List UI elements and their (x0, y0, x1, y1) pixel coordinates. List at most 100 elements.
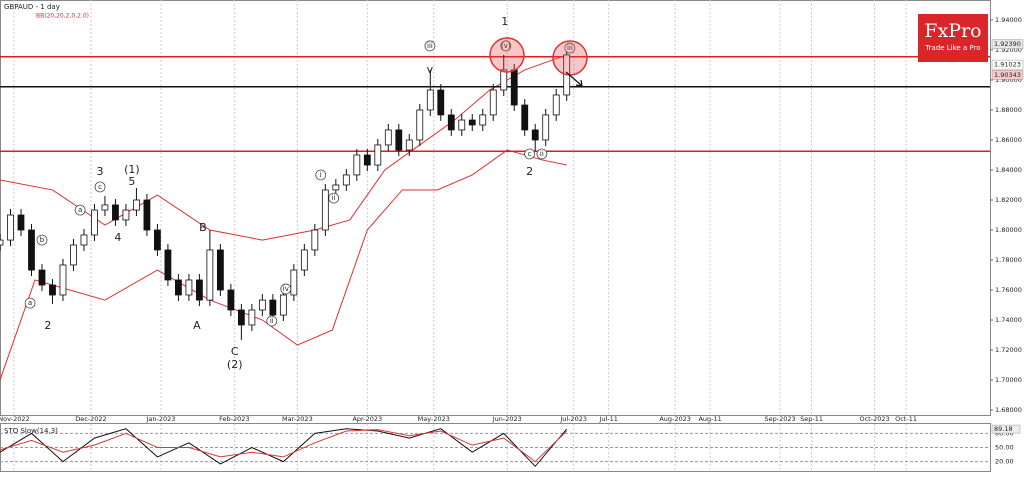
x-tick-label: Aug-2023 (659, 415, 691, 423)
candle-body (91, 209, 98, 236)
candle-body (321, 189, 329, 231)
x-tick-label: Feb-2023 (219, 415, 249, 423)
candle-body (500, 69, 508, 91)
candle-body (164, 249, 172, 281)
candle-body (395, 129, 403, 151)
candle-body (300, 249, 308, 271)
y-tick-label: 1.90000 (995, 76, 1022, 84)
y-tick-label: 1.70000 (995, 376, 1022, 384)
candle-body (489, 89, 497, 116)
candle-body (237, 309, 245, 326)
candle-body (195, 279, 203, 301)
logo-tagline: Trade Like a Pro (924, 44, 980, 52)
annotation-circle (536, 148, 548, 160)
price-tag (991, 59, 1024, 70)
annotation: c (98, 183, 102, 191)
sto-label: STO Slow(14,3) (4, 427, 58, 435)
annotation: iii (427, 42, 433, 50)
x-tick-label: Aug-11 (698, 415, 721, 423)
price-tag (991, 39, 1024, 49)
candle-body (531, 129, 539, 141)
candle-body (384, 129, 392, 146)
logo: FxPro Trade Like a Pro (918, 14, 988, 62)
candle-body (416, 109, 424, 141)
x-tick-label: Sep-11 (800, 415, 823, 423)
price-tag-label: 1.91023 (994, 61, 1021, 69)
annotation: A (193, 319, 201, 332)
annotation: 2 (526, 165, 533, 178)
y-tick-label: 1.82000 (995, 196, 1022, 204)
annotation: 4 (114, 231, 121, 244)
x-tick-label: Jun-2023 (492, 415, 522, 423)
annotation: iii (567, 44, 573, 52)
logo-bg (918, 14, 988, 62)
sto-line (0, 428, 568, 468)
bollinger-band (0, 149, 567, 381)
x-tick-label: Mar-2023 (282, 415, 313, 423)
candle-body (206, 249, 214, 301)
y-tick-label: 1.94000 (995, 16, 1022, 24)
annotation: a (28, 299, 32, 307)
candle-body (353, 154, 361, 176)
annotation: ii (540, 150, 544, 158)
candle-body (17, 214, 25, 231)
candle-body (59, 264, 67, 296)
annotation-circle (74, 204, 86, 216)
price-tag-label: 1.90343 (994, 71, 1021, 79)
candle-body (0, 239, 4, 246)
x-tick-label: Jan-2023 (145, 415, 175, 423)
y-tick-label: 1.80000 (995, 226, 1022, 234)
candle-body (552, 94, 560, 116)
annotation-circle (36, 234, 48, 246)
candle-body (70, 244, 77, 266)
candle-body (542, 114, 550, 141)
y-tick-label: 1.86000 (995, 136, 1022, 144)
annotation: v (427, 63, 434, 76)
candle-body (258, 299, 266, 311)
candle-body (458, 119, 466, 131)
price-tag-label: 1.92390 (994, 40, 1021, 48)
annotation: i (320, 171, 322, 179)
candle-body (374, 144, 382, 166)
candle-body (143, 199, 151, 231)
candle-body (175, 279, 182, 296)
x-tick-label: Oct-11 (895, 415, 917, 423)
x-tick-label: Sep-2023 (765, 415, 796, 423)
y-tick-label: 1.68000 (995, 406, 1022, 414)
candle-body (80, 234, 88, 246)
candle-body (227, 289, 235, 311)
annotation: 2 (44, 319, 51, 332)
candle-body (248, 309, 256, 326)
candle-body (154, 229, 161, 251)
candle-body (216, 249, 224, 291)
candle-body (122, 209, 130, 221)
x-tick-label: May-2023 (418, 415, 450, 423)
annotation-circle (266, 315, 278, 327)
annotation-circle (94, 181, 106, 193)
x-tick-label: Jul-11 (598, 415, 617, 423)
y-tick-label: 1.76000 (995, 286, 1022, 294)
chart-title: GBPAUD - 1 day (4, 3, 60, 11)
candle-body (405, 139, 413, 151)
candle-body (521, 104, 529, 131)
arrow (565, 71, 583, 87)
annotation: C (231, 345, 239, 358)
annotation-circle (424, 40, 436, 52)
annotation: 3 (97, 165, 104, 178)
candle-body (332, 184, 340, 191)
annotation: ii (332, 194, 336, 202)
logo-name: FxPro (924, 20, 981, 42)
sto-line (0, 429, 568, 463)
x-tick-label: Jul-2023 (559, 415, 587, 423)
sto-tag-label: 89.18 (994, 425, 1013, 433)
candle-body (311, 229, 319, 251)
y-tick-label: 1.74000 (995, 316, 1022, 324)
x-tick-label: Dec-2022 (75, 415, 106, 423)
annotation: ii (270, 317, 274, 325)
candle-body (38, 269, 46, 286)
annotation-circle (328, 192, 340, 204)
candle-body (510, 69, 518, 106)
price-tag (991, 70, 1024, 80)
